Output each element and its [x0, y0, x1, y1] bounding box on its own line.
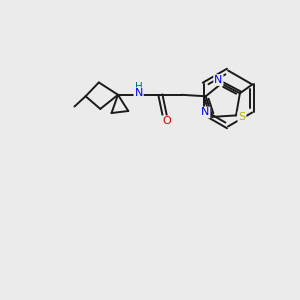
Text: H: H [135, 82, 142, 92]
Text: N: N [134, 88, 143, 98]
Text: N: N [214, 75, 223, 85]
Text: S: S [238, 112, 245, 122]
Text: O: O [162, 116, 171, 126]
Text: N: N [201, 107, 209, 118]
